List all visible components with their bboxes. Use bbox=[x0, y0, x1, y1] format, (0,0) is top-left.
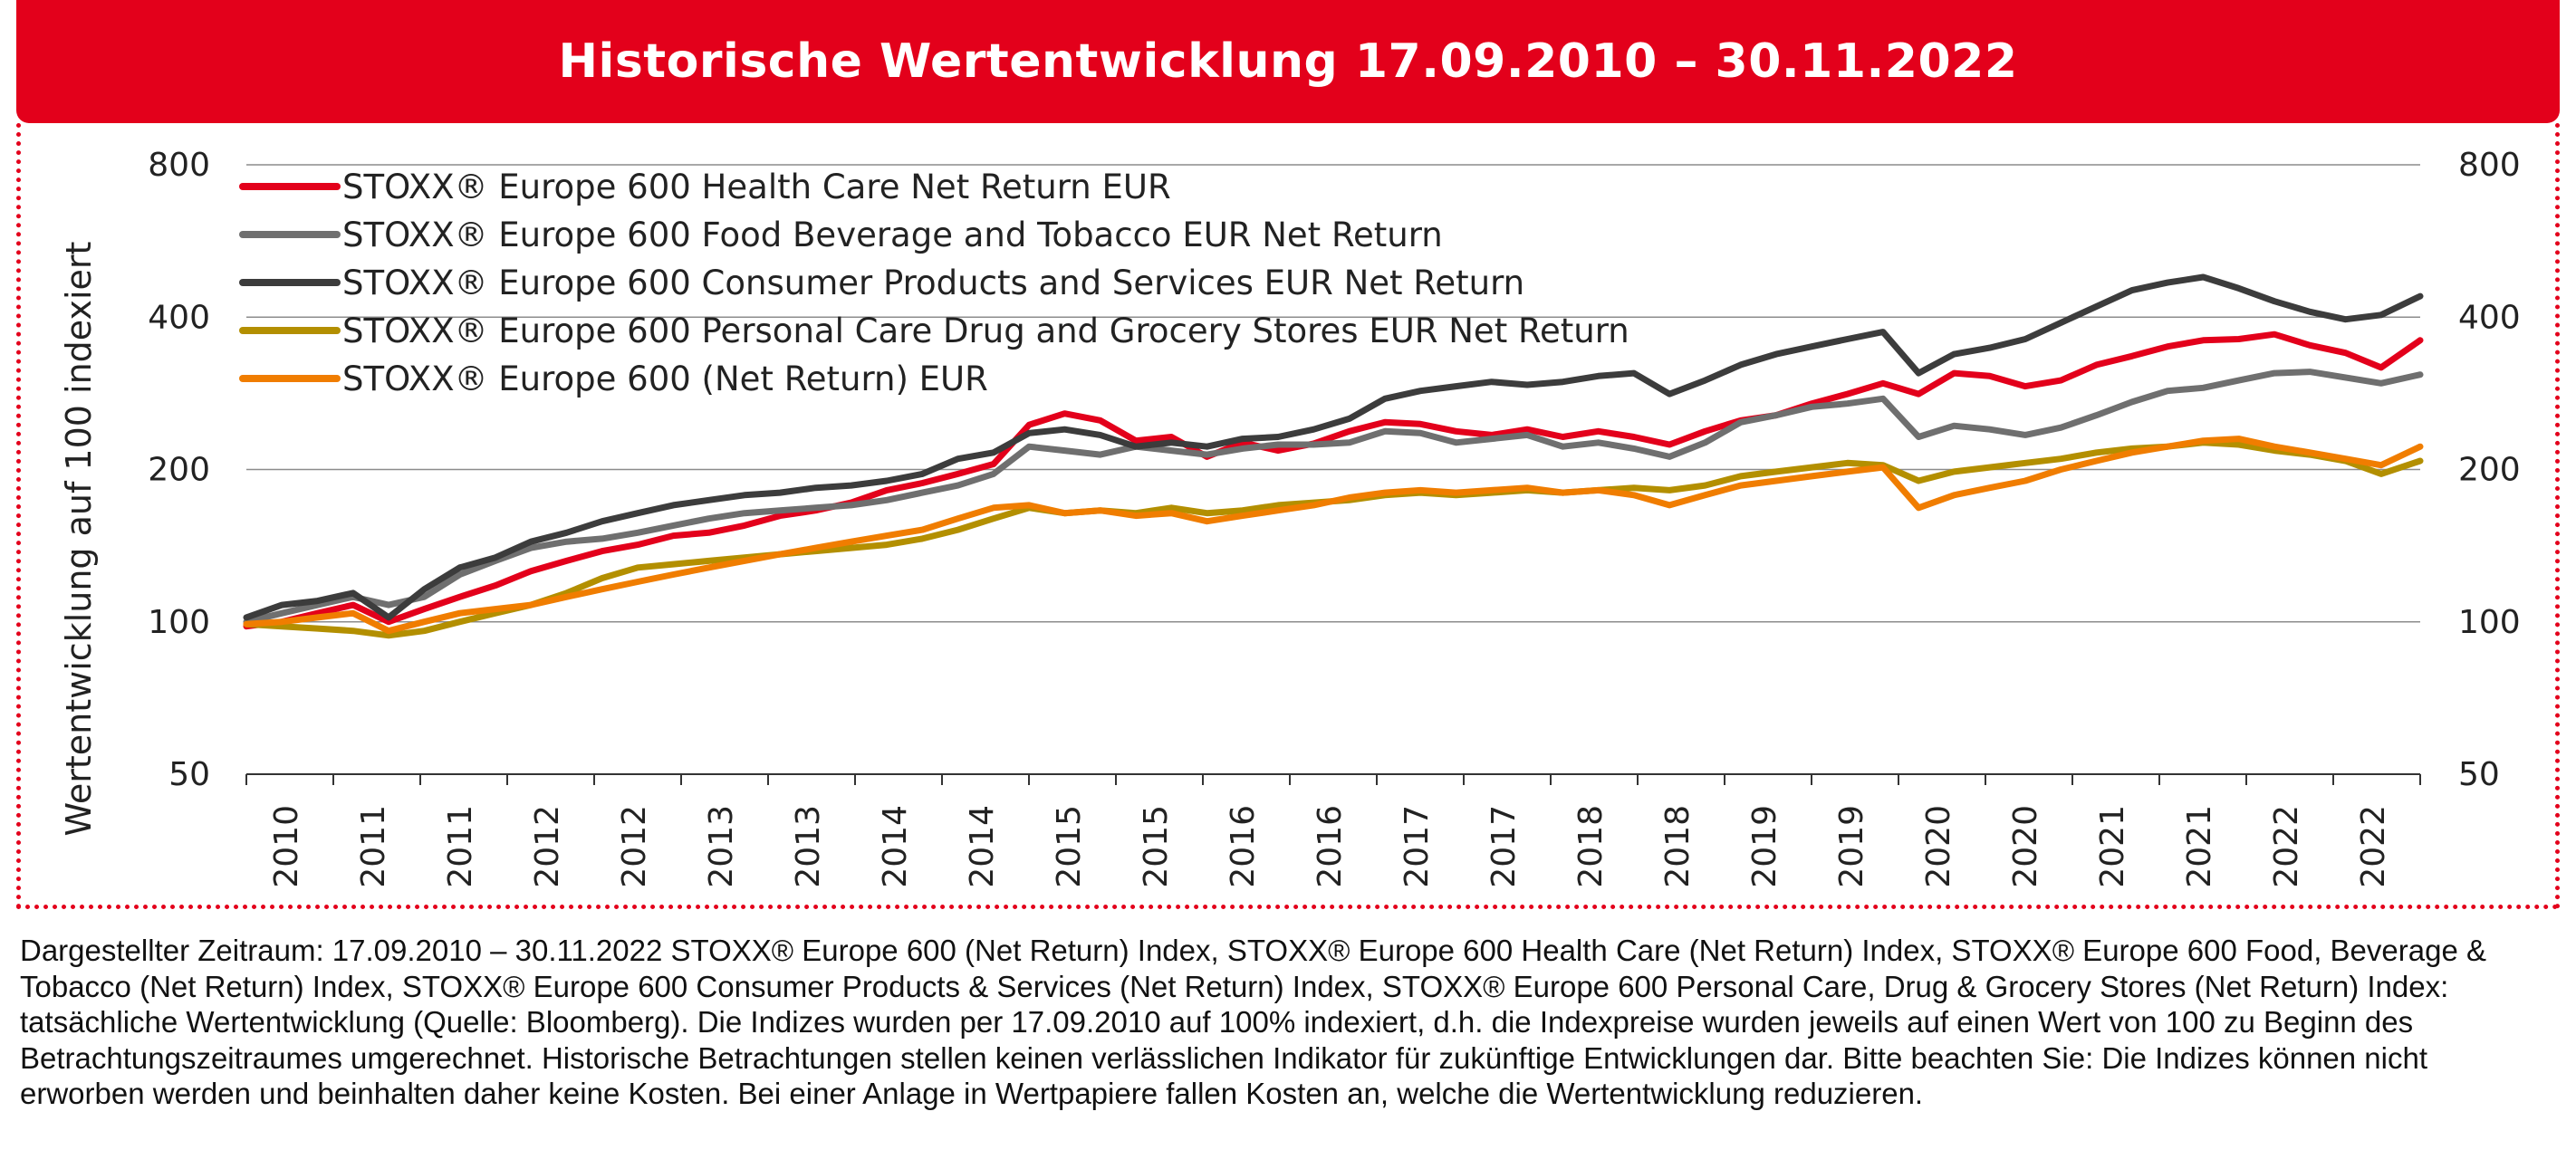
x-tick-label: 2022 bbox=[2268, 805, 2305, 888]
y-axis-label: Wertentwicklung auf 100 indexiert bbox=[59, 242, 99, 837]
x-tick-label: 2015 bbox=[1051, 805, 1088, 888]
y-tick-label-right: 400 bbox=[2458, 299, 2521, 336]
gridlines bbox=[246, 164, 2420, 775]
legend-label-1: STOXX® Europe 600 Health Care Net Return… bbox=[342, 168, 1171, 206]
x-tick-label: 2010 bbox=[268, 805, 305, 888]
y-tick-label-left: 50 bbox=[168, 756, 210, 793]
x-tick-label: 2014 bbox=[964, 805, 1001, 888]
x-tick-label: 2019 bbox=[1833, 805, 1870, 888]
x-tick-label: 2020 bbox=[2007, 805, 2044, 888]
y-tick-label-left: 400 bbox=[148, 299, 210, 336]
x-tick-label: 2015 bbox=[1138, 805, 1175, 888]
y-tick-label-right: 800 bbox=[2458, 147, 2521, 184]
x-tick-label: 2014 bbox=[877, 805, 914, 888]
y-tick-label-right: 100 bbox=[2458, 604, 2521, 641]
x-tick-label: 2019 bbox=[1746, 805, 1783, 888]
x-tick-label: 2013 bbox=[790, 805, 827, 888]
x-tick-label: 2011 bbox=[355, 805, 392, 888]
x-tick-label: 2013 bbox=[703, 805, 740, 888]
x-tick-label: 2022 bbox=[2355, 805, 2392, 888]
x-tick-label: 2018 bbox=[1572, 805, 1610, 888]
x-tick-label: 2012 bbox=[529, 805, 566, 888]
series-line-2 bbox=[243, 369, 2424, 626]
series-line-5 bbox=[243, 436, 2424, 635]
x-tick-label: 2020 bbox=[1920, 805, 1957, 888]
chart-title-banner: Historische Wertentwicklung 17.09.2010 –… bbox=[16, 0, 2560, 123]
y-tick-label-left: 200 bbox=[148, 452, 210, 489]
line-chart: 50 50 100 100 200 200 400 400 800 800 2010 2011 2011… bbox=[59, 147, 2521, 888]
series-line-1 bbox=[243, 331, 2424, 630]
x-tick-label: 2017 bbox=[1485, 805, 1523, 888]
y-tick-label-left: 100 bbox=[148, 604, 210, 641]
legend-label-4: STOXX® Europe 600 Personal Care Drug and… bbox=[342, 311, 1629, 350]
y-tick-label-right: 200 bbox=[2458, 452, 2521, 489]
y-tick-label-left: 800 bbox=[148, 147, 210, 184]
chart-frame bbox=[16, 123, 2560, 909]
x-tick-label: 2017 bbox=[1399, 805, 1436, 888]
x-tick-label: 2012 bbox=[616, 805, 653, 888]
x-tick-label: 2016 bbox=[1312, 805, 1349, 888]
legend-label-5: STOXX® Europe 600 (Net Return) EUR bbox=[342, 359, 988, 398]
legend-label-2: STOXX® Europe 600 Food Beverage and Toba… bbox=[342, 216, 1443, 254]
axes: 50 50 100 100 200 200 400 400 800 800 2010 2011 2011… bbox=[148, 147, 2520, 888]
x-tick-label: 2021 bbox=[2181, 805, 2218, 888]
footnote: Dargestellter Zeitraum: 17.09.2010 – 30.… bbox=[20, 934, 2486, 1111]
x-tick-label: 2011 bbox=[442, 805, 479, 888]
series-lines bbox=[243, 273, 2424, 639]
chart-title: Historische Wertentwicklung 17.09.2010 –… bbox=[558, 34, 2018, 89]
legend: STOXX® Europe 600 Health Care Net Return… bbox=[239, 168, 1629, 398]
y-tick-label-right: 50 bbox=[2458, 756, 2500, 793]
series-line-3 bbox=[243, 273, 2424, 621]
x-tick-label: 2018 bbox=[1659, 805, 1697, 888]
x-tick-label: 2021 bbox=[2094, 805, 2131, 888]
x-tick-label: 2016 bbox=[1225, 805, 1262, 888]
legend-label-3: STOXX® Europe 600 Consumer Products and … bbox=[342, 264, 1524, 302]
